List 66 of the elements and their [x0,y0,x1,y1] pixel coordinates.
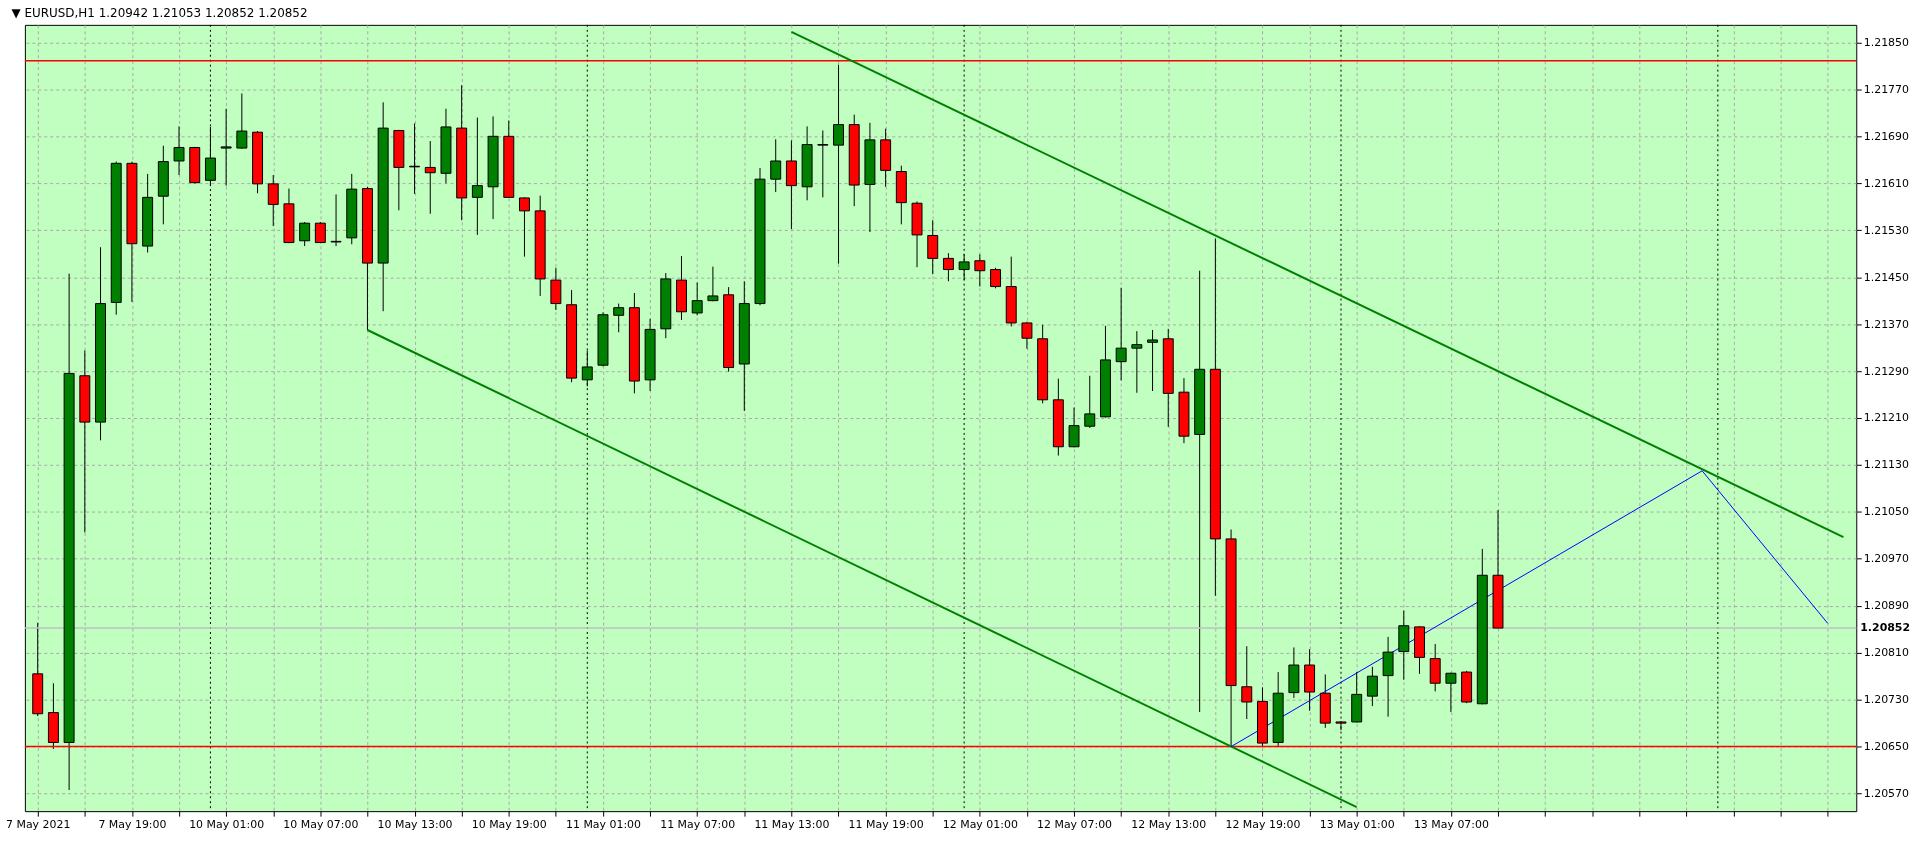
candlestick [1068,406,1080,448]
candlestick [236,93,248,150]
candlestick [833,64,844,265]
candlestick [409,122,421,195]
y-tick-label: 1.21850 [1863,35,1910,49]
y-tick-label: 1.21690 [1863,129,1910,143]
y-tick-label: 1.20970 [1863,552,1910,566]
candlestick [1115,287,1127,381]
candlestick [519,196,530,258]
candlestick [173,125,185,176]
candlestick [691,281,703,316]
y-tick-label: 1.21210 [1863,411,1910,425]
x-tick-label: 7 May 2021 [6,817,71,831]
x-tick-label: 11 May 07:00 [660,817,736,831]
candlestick [1084,375,1096,429]
candlestick [990,267,1002,289]
y-tick-label: 1.21530 [1863,223,1910,237]
y-tick-label: 1.20650 [1863,740,1910,754]
y-tick-label: 1.20890 [1863,599,1910,613]
candlestick [942,252,954,282]
candlestick [1131,330,1143,394]
candlestick [220,108,232,187]
x-tick-label: 11 May 13:00 [754,817,830,831]
y-tick-label: 1.21290 [1863,364,1910,378]
y-tick-label: 1.21370 [1863,317,1910,331]
x-tick-label: 13 May 01:00 [1319,817,1395,831]
candlestick [330,193,342,247]
candlestick [1147,329,1159,392]
candlestick [550,267,562,311]
y-tick-label: 1.20570 [1863,787,1910,801]
x-tick-label: 10 May 13:00 [377,817,453,831]
candlestick [927,219,939,275]
x-tick-label: 12 May 19:00 [1225,817,1301,831]
ref-line-label: 1.20852 [1860,621,1911,635]
candlestick [1445,672,1457,713]
candlestick [299,221,311,247]
y-tick-label: 1.20810 [1863,646,1910,660]
x-tick-label: 12 May 13:00 [1131,817,1207,831]
x-tick-label: 10 May 01:00 [189,817,265,831]
y-tick-label: 1.21770 [1863,82,1910,96]
candlestick [1382,636,1394,718]
x-tick-label: 12 May 01:00 [942,817,1018,831]
candlestick [974,253,986,288]
y-tick-label: 1.20730 [1863,693,1910,707]
candlestick [770,138,782,193]
x-tick-label: 12 May 07:00 [1037,817,1113,831]
y-tick-label: 1.21130 [1863,458,1910,472]
candlestick [1021,321,1033,350]
candlestick [1366,666,1378,707]
candlestick [424,140,436,215]
candlestick [1241,645,1253,720]
y-tick-label: 1.21610 [1863,176,1910,190]
candlestick [471,117,483,236]
chart-title: ▼ EURUSD,H1 1.20942 1.21053 1.20852 1.20852 [11,6,308,21]
candlestick [707,266,719,302]
y-tick-label: 1.21450 [1863,270,1910,284]
candlestick [817,129,829,198]
x-tick-label: 11 May 19:00 [848,817,924,831]
x-tick-label: 11 May 01:00 [565,817,642,831]
candlestick [613,303,625,333]
x-tick-label: 13 May 07:00 [1413,817,1489,831]
candlestick [267,174,279,227]
y-tick-label: 1.21050 [1863,505,1910,519]
x-tick-label: 10 May 19:00 [471,817,547,831]
x-tick-label: 10 May 07:00 [283,817,359,831]
x-tick-label: 7 May 19:00 [98,817,167,831]
